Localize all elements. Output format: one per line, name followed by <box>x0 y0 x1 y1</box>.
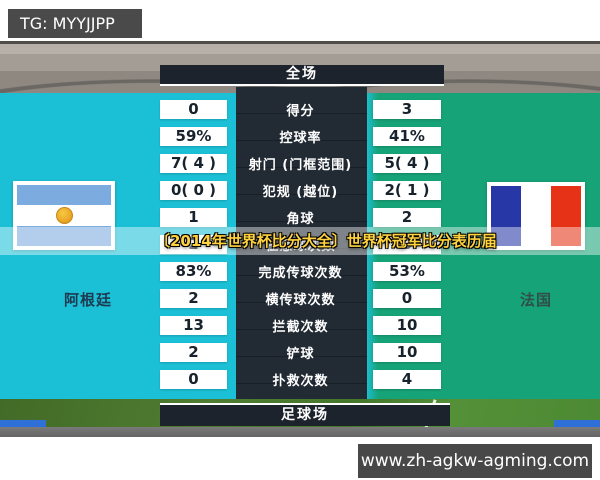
home-value: 2 <box>160 235 227 254</box>
home-value: 13 <box>160 316 227 335</box>
home-value: 83% <box>160 262 227 281</box>
ad-board-right <box>554 420 600 427</box>
article-title-overlay: 〔2014年世界杯比分大全〕世界杯冠军比分表历届 <box>155 232 497 250</box>
france-flag-stripe-red <box>551 186 581 246</box>
stat-row: 83% 完成传球次数 53% <box>160 258 441 285</box>
stat-label: 拦截次数 <box>272 320 329 335</box>
sun-of-may-icon <box>55 207 73 224</box>
away-team-name: 法国 <box>519 291 552 309</box>
telegram-watermark: TG: MYYJJPP <box>8 9 142 38</box>
france-flag-stripe-white <box>521 186 551 246</box>
selected-row-highlight <box>0 227 600 255</box>
website-watermark: www.zh-agkw-agming.com <box>358 444 592 478</box>
stat-label: 铲球 <box>286 347 315 362</box>
stat-label: 横传球次数 <box>265 293 336 308</box>
home-value: 59% <box>160 127 227 146</box>
home-value: 2 <box>160 289 227 308</box>
stat-label: 角球 <box>286 212 315 227</box>
home-value: 1 <box>160 208 227 227</box>
france-flag-icon <box>487 182 585 250</box>
argentina-flag-icon <box>13 181 115 250</box>
stat-row: 1 角球 2 <box>160 204 441 231</box>
argentina-flag-stripe-bottom <box>17 225 111 246</box>
home-value: 7( 4 ) <box>160 154 227 173</box>
france-flag-stripe-blue <box>491 186 521 246</box>
away-value: 3 <box>373 100 441 119</box>
away-value: 10 <box>373 343 441 362</box>
home-value: 0( 0 ) <box>160 181 227 200</box>
stat-row: 0( 0 ) 犯规 (越位) 2( 1 ) <box>160 177 441 204</box>
stats-header: 全场 <box>160 65 444 86</box>
away-value: 41% <box>373 127 441 146</box>
home-value: 0 <box>160 370 227 389</box>
home-value: 0 <box>160 100 227 119</box>
away-value: 53% <box>373 262 441 281</box>
stat-row: 13 拦截次数 10 <box>160 312 441 339</box>
stat-row: 0 得分 3 <box>160 96 441 123</box>
away-value: 2( 1 ) <box>373 181 441 200</box>
away-value: 0 <box>373 289 441 308</box>
stat-label: 任意球次数 <box>265 239 336 254</box>
away-value: 10 <box>373 316 441 335</box>
stat-row: 2 任意球次数 0 <box>160 231 441 258</box>
stat-label: 扑救次数 <box>272 374 329 389</box>
stat-label: 得分 <box>286 104 315 119</box>
stat-row: 0 扑救次数 4 <box>160 366 441 393</box>
away-value: 4 <box>373 370 441 389</box>
stat-row: 2 铲球 10 <box>160 339 441 366</box>
stats-center-column <box>236 87 367 399</box>
stat-row: 2 横传球次数 0 <box>160 285 441 312</box>
stat-row: 59% 控球率 41% <box>160 123 441 150</box>
home-value: 2 <box>160 343 227 362</box>
stat-label: 犯规 (越位) <box>262 185 339 200</box>
stats-footer: 足球场 <box>160 403 450 426</box>
stat-label: 控球率 <box>279 131 322 146</box>
away-value: 5( 4 ) <box>373 154 441 173</box>
stat-label: 射门 (门框范围) <box>248 158 353 173</box>
home-team-name: 阿根廷 <box>63 291 112 309</box>
away-value: 2 <box>373 208 441 227</box>
stat-row: 7( 4 ) 射门 (门框范围) 5( 4 ) <box>160 150 441 177</box>
screenshot-bottom-strip <box>0 427 600 437</box>
ad-board-left <box>0 420 46 427</box>
argentina-flag-stripe-top <box>17 185 111 206</box>
away-value: 0 <box>373 235 441 254</box>
stat-label: 完成传球次数 <box>258 266 343 281</box>
